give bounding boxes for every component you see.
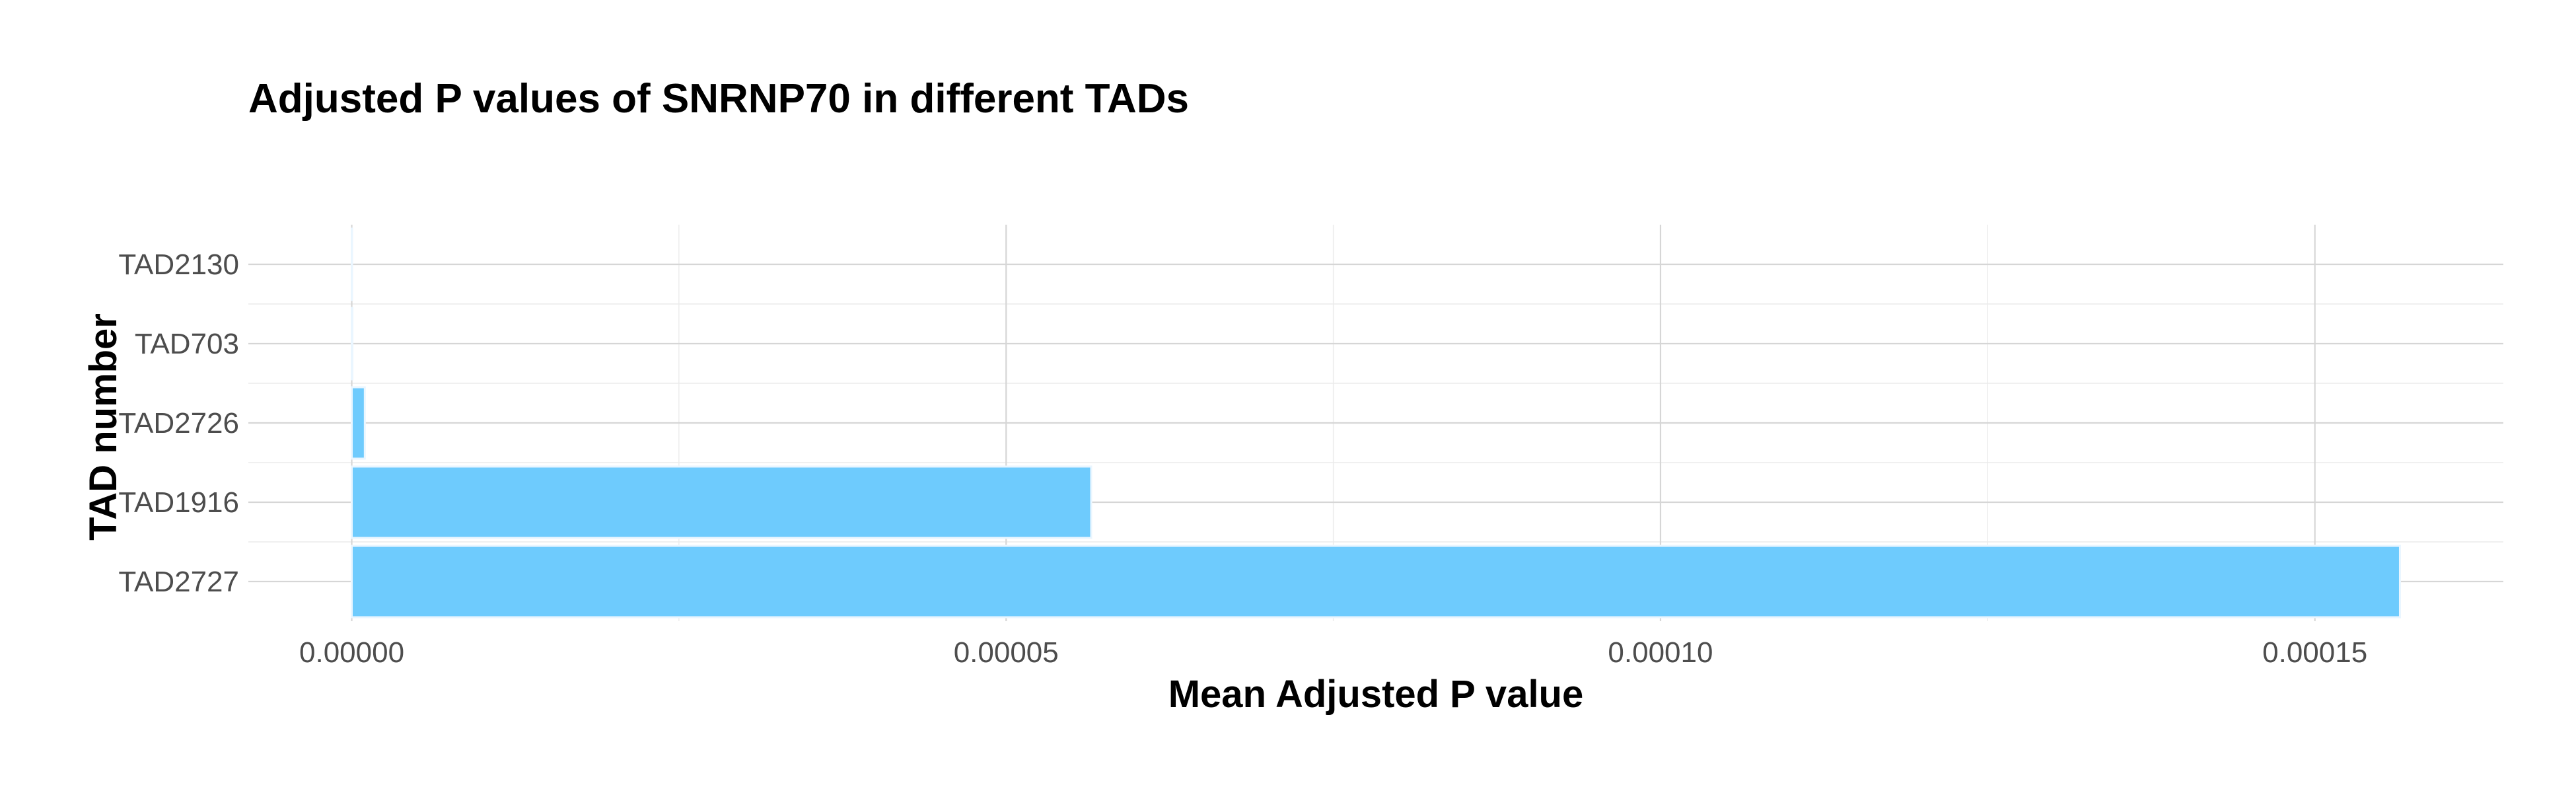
bar-tad2727	[351, 545, 2401, 619]
bar-tad2726	[351, 386, 366, 460]
x-axis-ticks: 0.00000 0.00005 0.00010 0.00015	[299, 636, 2367, 669]
x-tick-label: 0.00005	[954, 636, 1059, 669]
y-tick-label: TAD2727	[118, 566, 239, 598]
bars	[351, 227, 2401, 619]
y-tick-label: TAD1916	[118, 486, 239, 519]
y-tick-label: TAD703	[135, 328, 239, 360]
plot-area	[248, 225, 2503, 621]
x-tick-label: 0.00000	[299, 636, 404, 669]
x-axis-title: Mean Adjusted P value	[1168, 673, 1584, 716]
x-tick-label: 0.00010	[1608, 636, 1713, 669]
bar-tad703	[351, 307, 354, 381]
y-axis-ticks: TAD2727 TAD1916 TAD2726 TAD703 TAD2130	[118, 248, 239, 598]
chart-title: Adjusted P values of SNRNP70 in differen…	[248, 76, 1189, 122]
bar-tad1916	[351, 465, 1092, 539]
x-tick-label: 0.00015	[2262, 636, 2367, 669]
y-tick-label: TAD2130	[118, 248, 239, 281]
bar-tad2130	[351, 227, 353, 301]
y-axis-title: TAD number	[82, 313, 125, 541]
y-tick-label: TAD2726	[118, 407, 239, 439]
